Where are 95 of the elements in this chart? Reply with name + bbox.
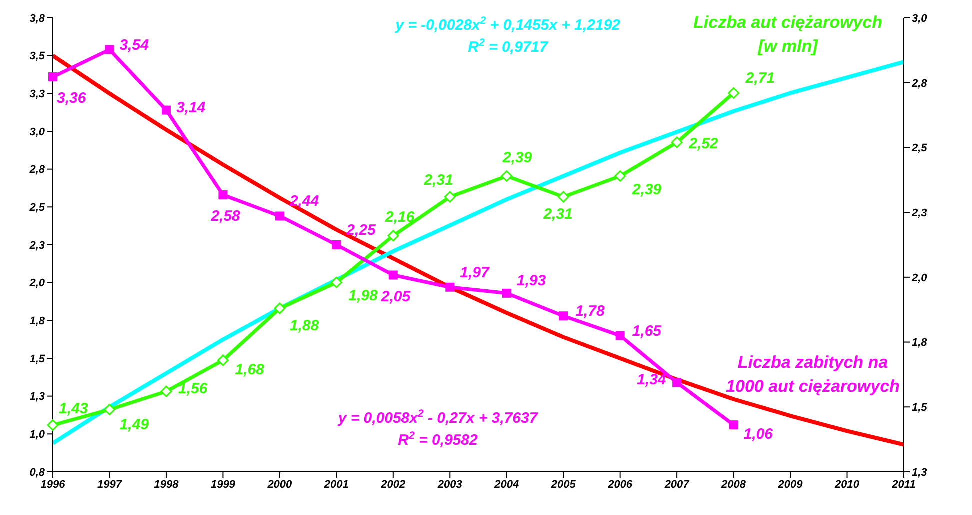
y2-tick-label: 3,0	[912, 12, 928, 25]
data-label: 2,16	[384, 208, 416, 226]
x-tick-label: 2003	[436, 478, 462, 491]
y-tick-label: 2,8	[28, 164, 46, 176]
data-label: 3,54	[120, 36, 150, 54]
point	[275, 212, 284, 221]
point	[104, 404, 116, 416]
data-label: 1,65	[632, 322, 662, 340]
annotation: y = 0,0058x$^{2}$ - 0,27x + 3,7637	[337, 408, 538, 427]
point	[728, 87, 740, 99]
point	[105, 45, 114, 54]
data-label: 2,25	[346, 222, 377, 239]
y-tick-label: 2,3	[28, 240, 45, 252]
point	[47, 420, 59, 432]
y2-tick-label: 1,3	[912, 466, 928, 479]
data-label: 1,97	[460, 264, 490, 282]
x-tick-label: 1996	[40, 478, 66, 491]
x-tick-label: 2008	[720, 478, 747, 491]
point	[330, 276, 342, 288]
x-tick-label: 2011	[891, 478, 916, 491]
point	[160, 386, 172, 398]
x-tick-label: 2010	[834, 478, 860, 491]
data-label: 2,39	[502, 149, 533, 166]
x-tick-label: 2005	[550, 478, 577, 491]
annotation: R$^{2}$ = 0,9717	[468, 37, 548, 56]
data-label: 1,56	[178, 380, 208, 398]
data-label: 2,58	[210, 208, 242, 226]
data-label: 1,43	[59, 400, 89, 418]
y2-tick-label: 2,3	[911, 207, 928, 220]
y2-tick-label: 1,5	[912, 402, 928, 414]
point	[502, 288, 512, 298]
point	[616, 331, 625, 340]
point	[162, 106, 171, 115]
point	[332, 240, 342, 250]
x-tick-label: 2009	[777, 478, 804, 491]
x-tick-label: 2000	[266, 478, 294, 491]
data-label: 2,05	[380, 288, 412, 306]
data-label: 1,34	[637, 372, 667, 389]
y2-tick-label: 1,8	[912, 337, 928, 350]
data-label: 1,88	[290, 318, 320, 335]
point	[729, 420, 738, 430]
series-label: Liczba zabitych na 1000 aut ciężarowych	[726, 353, 900, 396]
y-tick-label: 2,5	[28, 202, 46, 214]
annotation: R$^{2}$ = 0,9582	[398, 430, 478, 449]
data-label: 1,49	[120, 416, 150, 434]
y-tick-label: 3,3	[30, 88, 45, 101]
data-label: 2,71	[744, 70, 776, 88]
y-tick-label: 1,0	[30, 429, 46, 442]
y2-tick-label: 2,8	[911, 78, 928, 90]
y-tick-label: 3,5	[30, 50, 46, 63]
point	[446, 282, 455, 292]
x-tick-label: 2006	[607, 478, 634, 491]
data-label: 1,06	[744, 426, 774, 444]
point	[217, 354, 229, 366]
y-tick-label: 1,5	[30, 353, 46, 366]
y-tick-label: 3,8	[30, 12, 46, 25]
data-label: 2,31	[542, 206, 573, 224]
text: Liczba aut ciężarowych [w mln]	[694, 13, 882, 56]
x-tick-label: 2001	[323, 478, 349, 491]
data-label: 2,52	[688, 136, 719, 153]
point	[274, 302, 286, 314]
point	[559, 312, 568, 321]
point	[672, 378, 682, 388]
y-tick-label: 1,3	[30, 391, 45, 404]
data-label: 2,39	[631, 181, 662, 198]
data-label: 3,14	[176, 99, 206, 116]
point	[218, 190, 228, 200]
y-tick-label: 2,0	[28, 278, 46, 290]
y-tick-label: 1,8	[30, 316, 46, 328]
point	[614, 170, 626, 182]
x-tick-label: 2007	[664, 478, 690, 491]
data-label: 2,31	[423, 172, 454, 190]
x-tick-label: 1997	[97, 478, 123, 491]
x-tick-label: 1999	[210, 478, 236, 491]
point	[671, 136, 683, 148]
annotation: y = -0,0028x$^{2}$ + 0,1455x + 1,2192	[394, 15, 622, 34]
data-label: 1,93	[516, 272, 547, 290]
y-tick-label: 0,8	[30, 466, 46, 479]
x-tick-label: 2004	[494, 478, 520, 491]
y-tick-label: 3,0	[30, 126, 46, 138]
x-tick-label: 1998	[154, 478, 180, 491]
data-label: 1,68	[235, 361, 266, 378]
point	[48, 72, 58, 82]
point	[388, 230, 400, 242]
x-tick-label: 2002	[380, 478, 406, 491]
y2-tick-label: 2,5	[911, 142, 928, 155]
point	[501, 170, 513, 182]
data-label: 1,78	[576, 303, 606, 320]
data-label: 3,36	[57, 90, 87, 108]
data-label: 2,44	[288, 193, 320, 210]
point	[558, 191, 570, 203]
point	[444, 191, 456, 203]
y2-tick-label: 2,0	[911, 272, 928, 284]
data-label: 1,98	[348, 288, 379, 305]
point	[388, 270, 398, 280]
